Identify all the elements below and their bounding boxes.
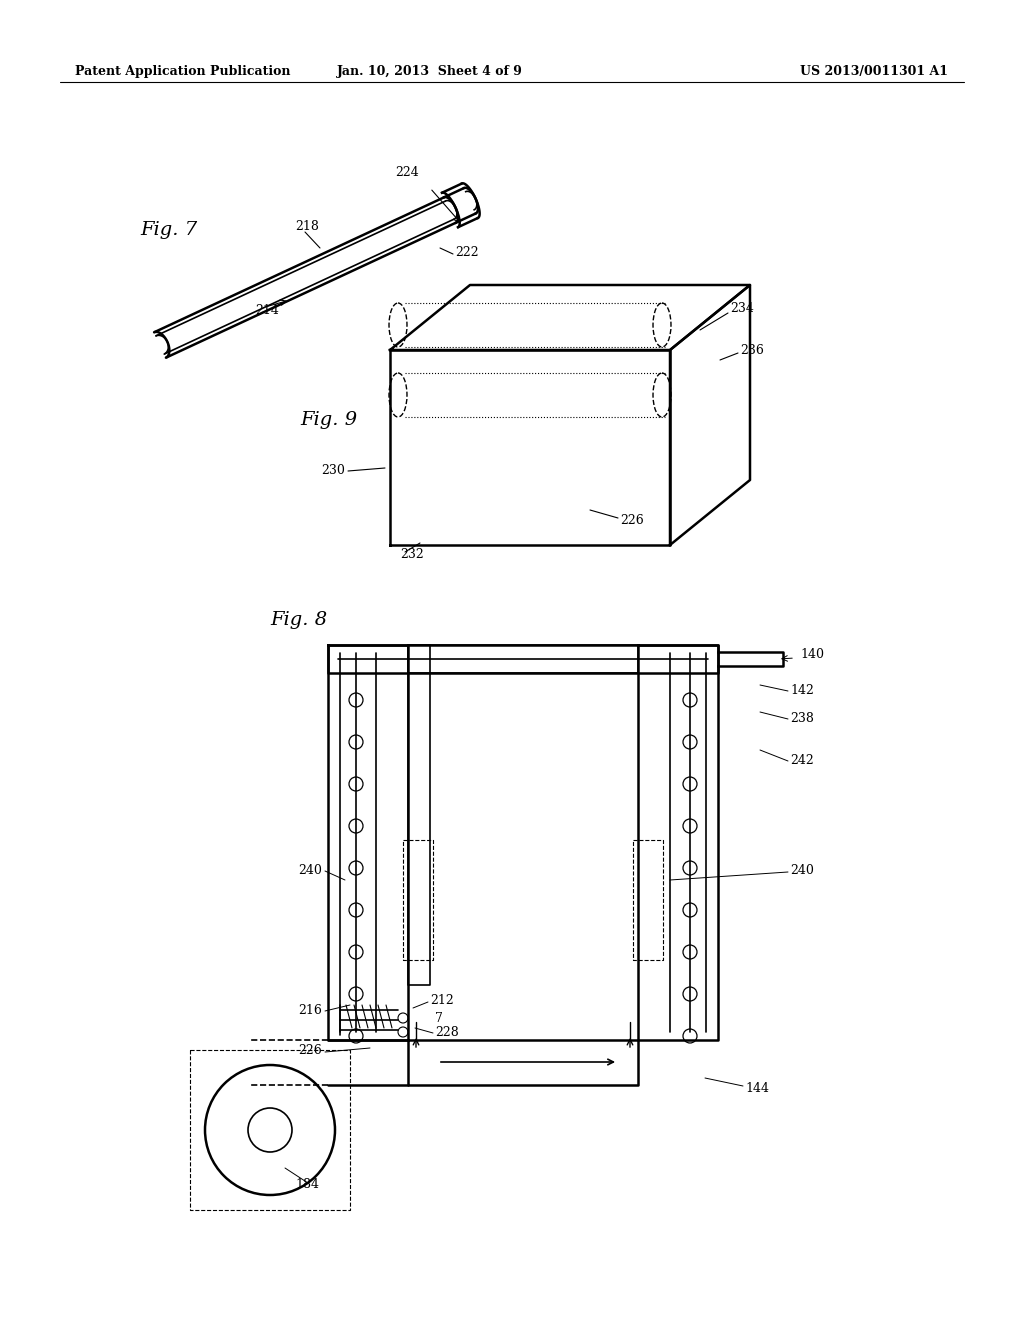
Text: 238: 238 — [790, 711, 814, 725]
Text: 226: 226 — [620, 513, 644, 527]
Text: 224: 224 — [395, 165, 419, 178]
Text: 230: 230 — [322, 463, 345, 477]
Text: 240: 240 — [790, 863, 814, 876]
Text: 142: 142 — [790, 684, 814, 697]
Text: 226: 226 — [298, 1044, 322, 1056]
Text: 212: 212 — [430, 994, 454, 1006]
Text: US 2013/0011301 A1: US 2013/0011301 A1 — [800, 66, 948, 78]
Text: 232: 232 — [400, 549, 424, 561]
Text: 240: 240 — [298, 863, 322, 876]
Text: 218: 218 — [295, 220, 318, 234]
Text: 214: 214 — [255, 304, 279, 317]
Text: Fig. 7: Fig. 7 — [140, 220, 198, 239]
Text: 216: 216 — [298, 1003, 322, 1016]
Text: Jan. 10, 2013  Sheet 4 of 9: Jan. 10, 2013 Sheet 4 of 9 — [337, 66, 523, 78]
Text: 222: 222 — [455, 246, 478, 259]
Text: Patent Application Publication: Patent Application Publication — [75, 66, 291, 78]
Text: 7: 7 — [435, 1011, 442, 1024]
Text: Fig. 8: Fig. 8 — [270, 611, 327, 630]
Text: 144: 144 — [745, 1081, 769, 1094]
Text: 140: 140 — [800, 648, 824, 661]
Text: 236: 236 — [740, 343, 764, 356]
Text: Fig. 9: Fig. 9 — [300, 411, 357, 429]
Text: 228: 228 — [435, 1026, 459, 1039]
Text: 184: 184 — [295, 1179, 319, 1192]
Text: 234: 234 — [730, 301, 754, 314]
Text: 242: 242 — [790, 754, 814, 767]
